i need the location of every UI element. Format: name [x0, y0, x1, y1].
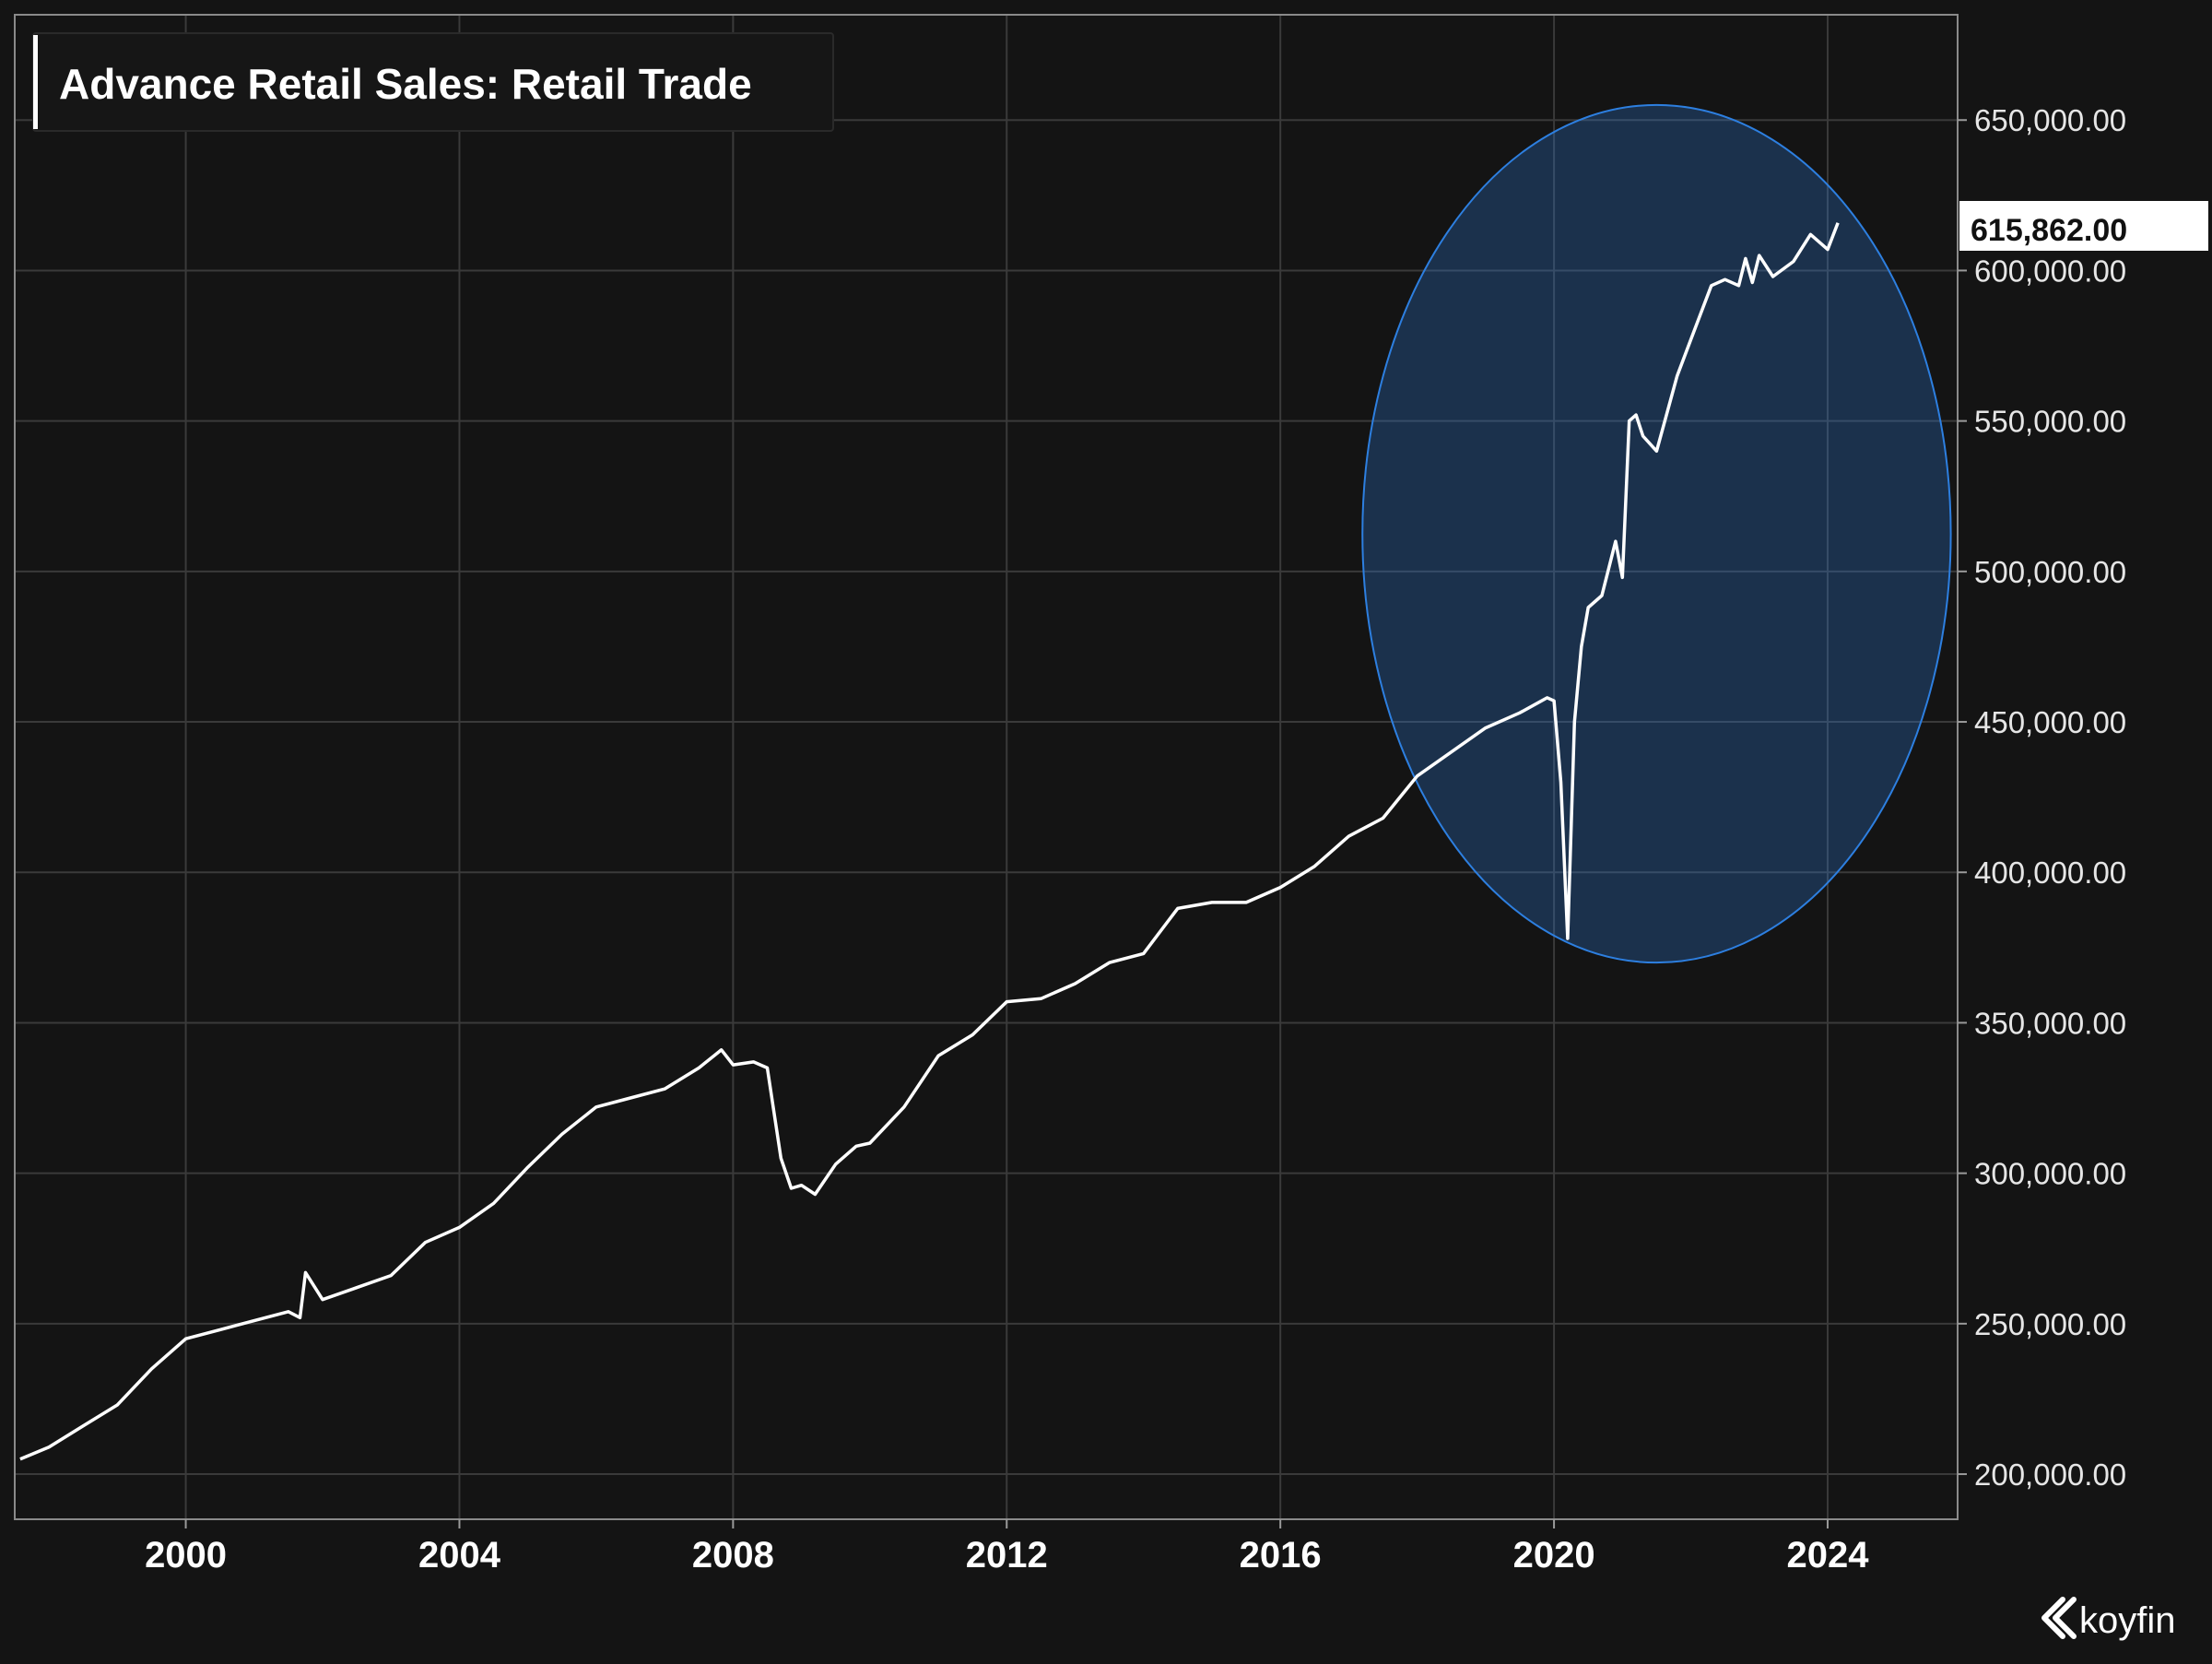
y-tick-label: 550,000.00: [1974, 405, 2126, 439]
x-tick-label: 2004: [418, 1535, 501, 1575]
y-tick-label: 300,000.00: [1974, 1157, 2126, 1191]
y-tick-label: 400,000.00: [1974, 856, 2126, 890]
title-box: Advance Retail Sales: Retail Trade: [32, 32, 834, 132]
chart-title: Advance Retail Sales: Retail Trade: [59, 60, 752, 108]
x-tick-label: 2008: [692, 1535, 774, 1575]
y-axis: 200,000.00 250,000.00 300,000.00 350,000.00…: [1958, 103, 2126, 1492]
x-axis: 2000 2004 2008 2012 2016 2020 2024: [145, 1519, 1869, 1575]
x-tick-label: 2020: [1513, 1535, 1595, 1575]
y-tick-label: 650,000.00: [1974, 103, 2126, 137]
grid-lines: [15, 15, 1958, 1519]
last-value-badge: 615,862.00: [1959, 201, 2208, 251]
x-tick-label: 2024: [1786, 1535, 1869, 1575]
y-tick-label: 500,000.00: [1974, 555, 2126, 589]
x-tick-label: 2000: [145, 1535, 227, 1575]
koyfin-logo-icon: [2041, 1597, 2077, 1639]
series-line: [19, 222, 1840, 1461]
y-tick-label: 600,000.00: [1974, 254, 2126, 288]
plot-frame: [14, 14, 1959, 1520]
y-tick-label: 250,000.00: [1974, 1307, 2126, 1341]
watermark-text: koyfin: [2079, 1600, 2176, 1641]
y-tick-label: 350,000.00: [1974, 1006, 2126, 1040]
x-tick-label: 2012: [966, 1535, 1048, 1575]
last-value-label: 615,862.00: [1971, 213, 2127, 248]
highlight-ellipse: [1361, 103, 1952, 964]
y-tick-label: 450,000.00: [1974, 705, 2126, 739]
y-tick-label: 200,000.00: [1974, 1457, 2126, 1492]
x-tick-label: 2016: [1240, 1535, 1322, 1575]
koyfin-logo[interactable]: koyfin: [2041, 1597, 2176, 1641]
